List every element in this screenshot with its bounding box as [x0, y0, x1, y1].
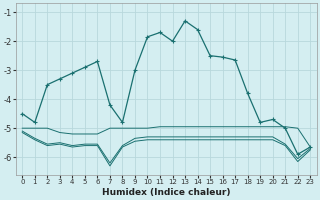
X-axis label: Humidex (Indice chaleur): Humidex (Indice chaleur) — [102, 188, 230, 197]
